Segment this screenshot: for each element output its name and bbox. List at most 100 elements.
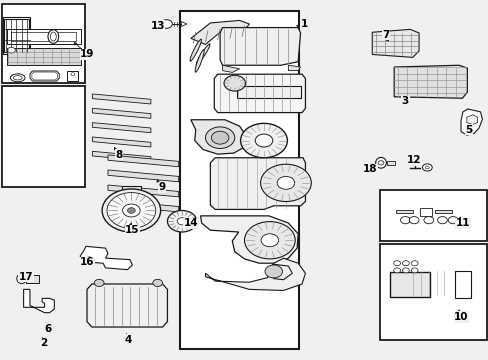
Polygon shape	[210, 158, 305, 210]
Bar	[386, 161, 394, 165]
Polygon shape	[205, 258, 305, 291]
Circle shape	[422, 164, 431, 171]
Circle shape	[447, 217, 457, 224]
Polygon shape	[108, 155, 178, 167]
Polygon shape	[214, 74, 305, 113]
Text: 16: 16	[80, 257, 95, 267]
Circle shape	[160, 20, 172, 28]
Polygon shape	[200, 216, 298, 263]
Polygon shape	[190, 21, 249, 44]
Polygon shape	[371, 30, 418, 57]
Polygon shape	[11, 32, 76, 41]
Bar	[2, 4, 84, 83]
Text: 13: 13	[150, 21, 164, 31]
Text: 18: 18	[362, 164, 377, 174]
Circle shape	[94, 279, 104, 287]
Text: 1: 1	[300, 19, 307, 29]
Circle shape	[425, 166, 428, 169]
Circle shape	[211, 131, 228, 144]
Circle shape	[410, 261, 417, 266]
Circle shape	[107, 193, 156, 228]
Circle shape	[277, 176, 294, 189]
Polygon shape	[80, 246, 132, 270]
Text: 4: 4	[124, 334, 132, 345]
Circle shape	[205, 127, 234, 148]
Polygon shape	[108, 170, 178, 182]
Polygon shape	[288, 65, 300, 71]
Bar	[122, 186, 141, 195]
Polygon shape	[460, 109, 482, 135]
Polygon shape	[92, 151, 151, 161]
Circle shape	[122, 204, 140, 217]
Bar	[419, 208, 431, 216]
Polygon shape	[220, 28, 300, 65]
Circle shape	[402, 261, 408, 266]
Ellipse shape	[50, 32, 56, 41]
Polygon shape	[466, 115, 477, 125]
Text: 9: 9	[158, 182, 165, 192]
Bar	[25, 275, 39, 283]
Ellipse shape	[13, 76, 22, 80]
Circle shape	[400, 217, 409, 224]
Text: 7: 7	[382, 30, 389, 40]
Circle shape	[260, 164, 311, 202]
Circle shape	[377, 161, 383, 165]
Text: 5: 5	[464, 125, 471, 135]
Text: 3: 3	[401, 96, 408, 106]
Polygon shape	[3, 17, 30, 54]
Circle shape	[127, 208, 135, 213]
Circle shape	[393, 268, 400, 273]
Bar	[237, 86, 300, 98]
Text: 8: 8	[115, 150, 122, 160]
Bar	[2, 86, 84, 187]
Text: 10: 10	[453, 312, 468, 322]
Circle shape	[255, 134, 272, 147]
Circle shape	[71, 73, 75, 76]
Circle shape	[393, 261, 400, 266]
Polygon shape	[23, 289, 54, 313]
Circle shape	[437, 217, 447, 224]
Polygon shape	[92, 108, 151, 118]
Circle shape	[177, 218, 186, 225]
Ellipse shape	[375, 157, 386, 168]
Circle shape	[408, 217, 418, 224]
Polygon shape	[108, 185, 178, 197]
Bar	[180, 11, 299, 349]
Ellipse shape	[10, 74, 25, 82]
Bar	[395, 210, 412, 213]
Polygon shape	[108, 200, 178, 212]
Circle shape	[423, 217, 433, 224]
Text: 6: 6	[44, 324, 52, 334]
Bar	[379, 190, 487, 241]
Bar	[67, 71, 78, 81]
Circle shape	[410, 268, 417, 273]
Polygon shape	[6, 48, 81, 65]
Circle shape	[264, 265, 282, 278]
Bar	[379, 244, 487, 339]
Text: 17: 17	[19, 272, 33, 282]
Polygon shape	[190, 120, 246, 154]
Polygon shape	[92, 94, 151, 104]
Ellipse shape	[190, 39, 201, 61]
Ellipse shape	[17, 274, 26, 284]
Circle shape	[7, 47, 15, 53]
Polygon shape	[32, 72, 57, 80]
Bar	[454, 271, 470, 298]
Polygon shape	[92, 137, 151, 147]
Circle shape	[224, 75, 245, 91]
Circle shape	[261, 234, 278, 247]
Circle shape	[244, 222, 295, 259]
Circle shape	[167, 211, 196, 232]
Polygon shape	[6, 30, 81, 44]
Polygon shape	[87, 284, 167, 327]
Polygon shape	[181, 22, 186, 27]
Bar	[434, 210, 451, 213]
Text: 14: 14	[183, 218, 198, 228]
Circle shape	[240, 123, 287, 158]
Text: 11: 11	[455, 218, 469, 228]
Text: 15: 15	[125, 225, 139, 235]
Bar	[389, 272, 429, 297]
Bar	[3, 19, 29, 51]
Ellipse shape	[196, 44, 209, 65]
Polygon shape	[393, 65, 467, 98]
